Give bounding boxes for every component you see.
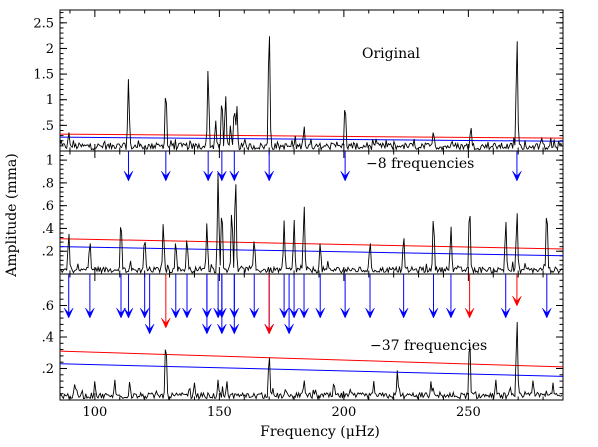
arrow-blue-head — [340, 170, 350, 182]
arrow-blue-head — [213, 307, 223, 319]
x-tick-label: 250 — [456, 405, 481, 420]
threshold-line-red — [60, 238, 563, 250]
arrow-blue-head — [217, 170, 227, 182]
panel-frame — [59, 150, 564, 275]
y-tick-label: .6 — [42, 299, 54, 314]
arrow-blue-head — [85, 307, 95, 319]
arrow-red-head — [161, 317, 171, 329]
arrow-blue-head — [289, 307, 299, 319]
y-tick-label: 2 — [46, 42, 54, 57]
y-tick-label: .6 — [42, 199, 54, 214]
arrow-red-head — [464, 307, 475, 319]
panel-annotation: −8 frequencies — [366, 156, 474, 172]
y-tick-label: 1.5 — [33, 68, 54, 83]
arrow-blue-head — [365, 307, 375, 319]
panel-1: .5 1 1.5 2 2.5 Original — [33, 9, 564, 152]
arrow-blue-head — [229, 170, 240, 182]
arrow-blue-head — [299, 307, 309, 319]
spectrum-trace — [60, 36, 563, 151]
arrow-blue-head — [398, 307, 409, 319]
threshold-line-red — [60, 133, 563, 139]
panel-frame — [59, 9, 564, 152]
arrow-blue-head — [116, 307, 126, 319]
threshold-line-blue — [60, 363, 563, 377]
panel-data — [60, 172, 563, 274]
y-tick-label: .4 — [42, 331, 54, 346]
y-tick-label: 1 — [46, 93, 54, 108]
x-axis-label: Frequency (μHz) — [260, 424, 380, 440]
arrow-blue-head — [171, 307, 181, 319]
arrow-blue-head — [446, 307, 456, 319]
arrow-blue-head — [501, 307, 511, 319]
arrow-blue-head — [202, 323, 212, 335]
arrow-blue-head — [123, 170, 134, 182]
panel-data — [60, 321, 563, 400]
y-tick-label: 2.5 — [33, 16, 54, 31]
arrow-blue-head — [217, 323, 227, 335]
arrow-blue-head — [428, 307, 439, 319]
arrow-blue-head — [542, 307, 552, 319]
arrow-blue-head — [512, 170, 522, 182]
x-tick-label: 100 — [82, 405, 107, 420]
arrow-blue-head — [340, 307, 350, 319]
arrow-blue-head — [182, 307, 192, 319]
threshold-line-red — [60, 350, 563, 368]
arrow-red-head — [512, 295, 522, 307]
arrow-blue-head — [144, 323, 155, 335]
arrow-blue-head — [229, 323, 240, 335]
panel-annotation: Original — [362, 46, 420, 62]
threshold-line-blue — [60, 246, 563, 257]
panel-data — [60, 36, 563, 151]
arrow-blue-head — [284, 323, 294, 335]
panel-3: .2 .4 .6 −37 frequencies — [42, 273, 564, 401]
arrow-blue-head — [249, 307, 259, 319]
spectrum-trace — [60, 172, 563, 274]
y-axis-label: Amplitude (mma) — [4, 153, 20, 277]
arrow-red-head — [264, 323, 274, 335]
y-tick-label: 1 — [46, 154, 54, 169]
arrow-blue-head — [264, 170, 274, 182]
y-tick-label: .4 — [42, 222, 54, 237]
x-tick-label: 150 — [207, 405, 232, 420]
y-tick-label: .8 — [42, 176, 54, 191]
panel-2: .2 .4 .6 .8 1 −8 frequencies — [42, 150, 564, 275]
panel-frame — [59, 273, 564, 401]
arrow-blue-head — [315, 307, 325, 319]
y-tick-label: .2 — [42, 362, 54, 377]
y-tick-label: .5 — [42, 119, 54, 134]
arrow-blue-head — [63, 307, 74, 319]
x-tick-label: 200 — [331, 405, 356, 420]
arrows-group — [63, 151, 552, 335]
arrow-blue-head — [161, 170, 171, 182]
y-tick-label: .2 — [42, 245, 54, 260]
threshold-line-blue — [60, 136, 563, 142]
panels-group: .5 1 1.5 2 2.5 Original .2 .4 .6 .8 1 −8 frequencie… — [33, 9, 564, 420]
arrow-blue-head — [123, 307, 134, 319]
spectrum-trace — [60, 321, 563, 400]
panel-annotation: −37 frequencies — [370, 338, 487, 354]
arrow-blue-head — [203, 170, 213, 182]
